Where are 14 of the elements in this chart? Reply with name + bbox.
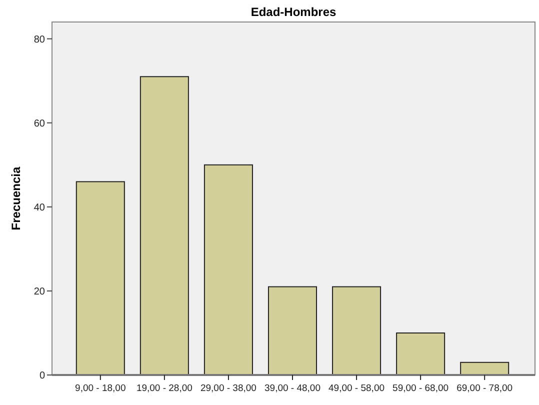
y-tick-label: 0 — [39, 370, 46, 382]
x-tick-label: 19,00 - 28,00 — [136, 383, 192, 394]
chart-title: Edad-Hombres — [250, 5, 336, 19]
x-tick-label: 9,00 - 18,00 — [75, 383, 126, 394]
y-tick-label: 20 — [34, 286, 46, 298]
x-tick-label: 39,00 - 48,00 — [264, 383, 320, 394]
y-axis-title: Frecuencia — [9, 166, 23, 230]
x-tick-label: 29,00 - 38,00 — [200, 383, 256, 394]
x-tick-label: 69,00 - 78,00 — [456, 383, 513, 394]
x-tick-label: 59,00 - 68,00 — [392, 383, 449, 394]
y-tick-label: 80 — [34, 34, 46, 46]
y-tick-label: 60 — [34, 118, 46, 130]
x-tick-label: 49,00 - 58,00 — [328, 383, 385, 394]
y-tick-label: 40 — [34, 202, 46, 214]
